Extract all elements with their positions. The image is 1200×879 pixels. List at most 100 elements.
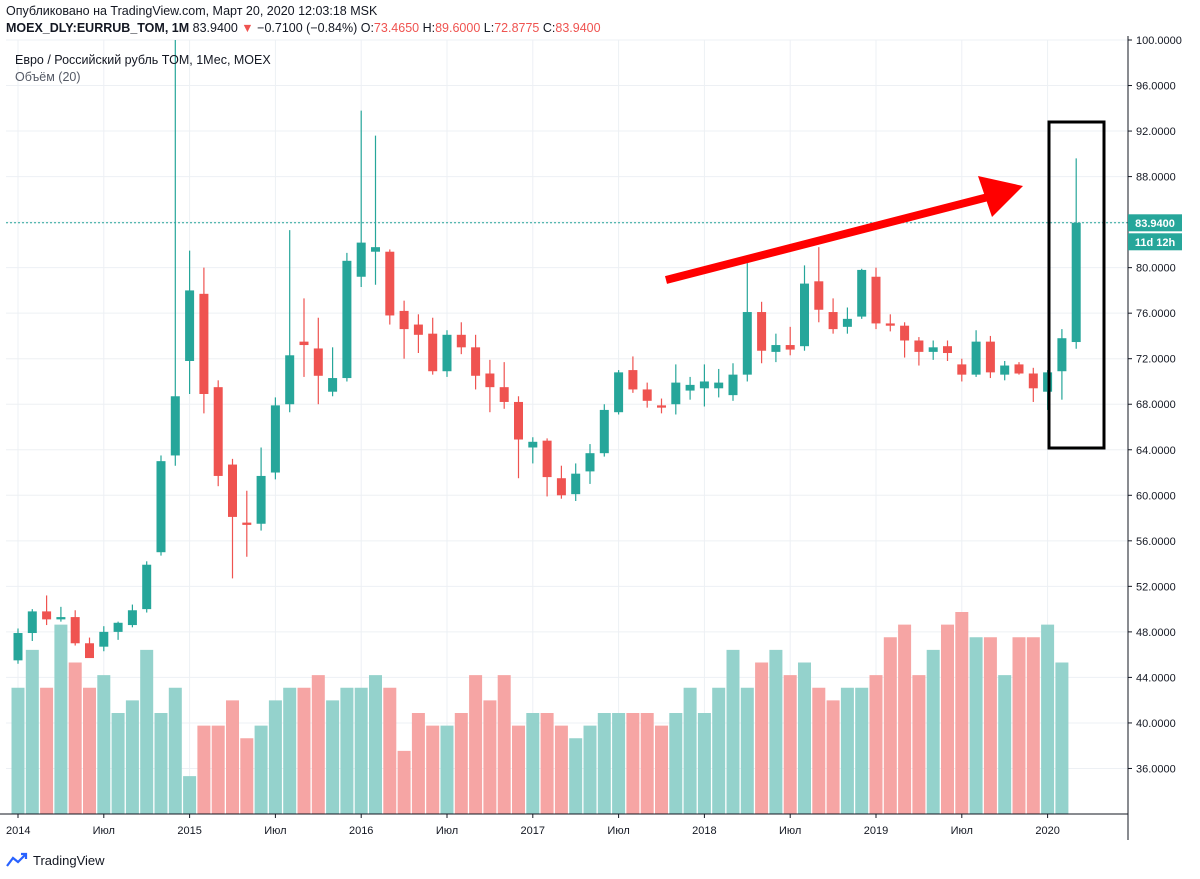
last-price-value: 83.9400 bbox=[192, 21, 238, 35]
volume-bar bbox=[483, 700, 497, 814]
candle bbox=[857, 268, 867, 319]
candle bbox=[170, 40, 180, 466]
candles bbox=[13, 40, 1081, 664]
candle bbox=[657, 398, 666, 414]
candle-body bbox=[285, 355, 295, 405]
candle bbox=[228, 458, 237, 579]
candle-body bbox=[642, 389, 652, 401]
candle-body bbox=[900, 325, 910, 341]
candle bbox=[514, 396, 523, 479]
volume-bar bbox=[369, 675, 382, 814]
tradingview-brand[interactable]: TradingView bbox=[33, 852, 105, 868]
candle bbox=[614, 370, 624, 415]
volume-bar bbox=[1055, 662, 1069, 814]
last-price-label: 83.9400 bbox=[1135, 218, 1175, 230]
price-tick-label: 92.0000 bbox=[1136, 126, 1176, 138]
volume-bar bbox=[240, 738, 254, 814]
volume-bar bbox=[669, 713, 683, 814]
volume-bar bbox=[855, 687, 869, 814]
volume-bar bbox=[912, 675, 926, 814]
volume-bar bbox=[769, 649, 783, 814]
candle bbox=[385, 249, 395, 325]
volume-bars bbox=[11, 612, 1069, 814]
volume-bar bbox=[40, 687, 54, 814]
volume-bar bbox=[955, 612, 969, 814]
candle bbox=[428, 317, 438, 375]
candle-body bbox=[299, 341, 309, 346]
candle bbox=[585, 444, 595, 484]
candle-body bbox=[42, 611, 52, 620]
volume-bar bbox=[755, 662, 769, 814]
volume-bar bbox=[354, 687, 368, 814]
volume-bar bbox=[397, 750, 411, 814]
volume-bar bbox=[569, 738, 583, 814]
volume-bar bbox=[154, 713, 168, 814]
candle-body bbox=[514, 401, 523, 440]
volume-bar bbox=[254, 725, 268, 814]
change-value: −0.7100 (−0.84%) bbox=[257, 21, 358, 35]
time-tick-label: 2016 bbox=[349, 825, 373, 837]
candle bbox=[814, 247, 824, 323]
price-tick-label: 72.0000 bbox=[1136, 354, 1176, 366]
volume-bar bbox=[454, 713, 468, 814]
candle-body bbox=[1057, 338, 1067, 372]
trend-arrow-annotation bbox=[665, 176, 1023, 284]
candle-body bbox=[685, 384, 695, 391]
price-axis[interactable]: 36.0000 40.0000 44.0000 48.0000 52.0000 56.00… bbox=[1127, 35, 1182, 840]
time-tick-label: Июл bbox=[436, 825, 458, 837]
low-label: L: bbox=[483, 21, 495, 35]
volume-bar bbox=[583, 725, 597, 814]
chart-legend-title: Евро / Российский рубль TOM, 1Мес, MOEX bbox=[15, 53, 271, 67]
volume-bar bbox=[683, 687, 697, 814]
volume-bar bbox=[640, 713, 654, 814]
candle-body bbox=[413, 324, 423, 335]
candle bbox=[1071, 158, 1081, 349]
candle bbox=[13, 628, 23, 664]
volume-bar bbox=[411, 713, 425, 814]
time-tick-label: 2018 bbox=[692, 825, 716, 837]
volume-bar bbox=[783, 675, 797, 814]
time-axis[interactable]: 2014 Июл 2015 Июл 2016 Июл 2017 Июл 2018 Июл 2019 И… bbox=[0, 813, 1128, 837]
price-tick-label: 64.0000 bbox=[1136, 445, 1176, 457]
price-tick-label: 100.0000 bbox=[1136, 35, 1182, 47]
candle bbox=[27, 609, 37, 641]
volume-bar bbox=[268, 700, 282, 814]
volume-bar bbox=[1012, 637, 1026, 814]
candle-body bbox=[914, 340, 924, 352]
price-tick-label: 88.0000 bbox=[1136, 172, 1176, 184]
candle bbox=[356, 110, 366, 287]
open-label: O: bbox=[360, 21, 374, 35]
candle bbox=[599, 404, 609, 457]
candle-body bbox=[85, 643, 94, 659]
candle bbox=[328, 347, 338, 397]
candle bbox=[885, 314, 895, 332]
candle-body bbox=[142, 564, 152, 610]
candle-body bbox=[485, 373, 495, 388]
candle bbox=[742, 263, 752, 382]
candle-body bbox=[242, 522, 252, 525]
candle-body bbox=[1071, 222, 1081, 343]
candle-body bbox=[156, 461, 166, 553]
candle-body bbox=[985, 341, 995, 373]
candle bbox=[313, 317, 323, 405]
candle-body bbox=[871, 276, 881, 324]
volume-bar bbox=[798, 662, 811, 814]
candle bbox=[800, 265, 809, 351]
candle-body bbox=[943, 346, 952, 354]
candle bbox=[185, 250, 195, 394]
volume-bar bbox=[469, 675, 483, 814]
candle bbox=[199, 267, 209, 414]
volume-bar bbox=[983, 637, 997, 814]
time-tick-label: 2017 bbox=[521, 825, 545, 837]
volume-bar bbox=[311, 675, 325, 814]
countdown-badge: 11d 12h bbox=[1128, 233, 1182, 251]
candle-body bbox=[800, 283, 809, 347]
candle-body bbox=[170, 396, 180, 456]
candle-body bbox=[657, 405, 666, 408]
candle-body bbox=[971, 341, 981, 375]
candle bbox=[99, 626, 109, 652]
candle-body bbox=[828, 312, 838, 330]
candle-body bbox=[585, 453, 595, 472]
candle bbox=[785, 326, 795, 356]
